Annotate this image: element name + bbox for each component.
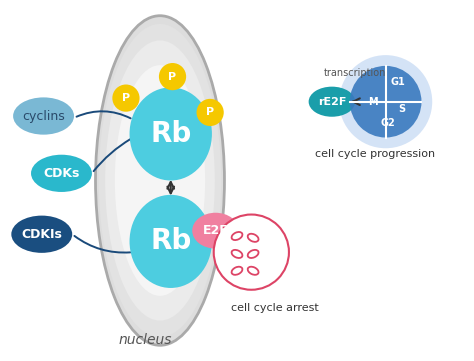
Ellipse shape (309, 87, 355, 117)
Text: cyclins: cyclins (22, 109, 65, 122)
Circle shape (339, 55, 432, 148)
Text: E2F: E2F (202, 224, 228, 237)
Ellipse shape (115, 65, 205, 296)
Ellipse shape (95, 16, 225, 345)
Text: G2: G2 (380, 118, 395, 128)
Ellipse shape (11, 216, 72, 253)
Text: transcription: transcription (324, 68, 386, 78)
Circle shape (112, 84, 139, 112)
Text: CDKs: CDKs (43, 167, 80, 180)
Text: M: M (368, 97, 378, 107)
Text: cell cycle arrest: cell cycle arrest (231, 303, 319, 313)
Ellipse shape (105, 40, 215, 321)
Circle shape (197, 99, 224, 126)
Circle shape (214, 214, 289, 290)
Text: nucleus: nucleus (119, 333, 173, 347)
Ellipse shape (192, 213, 239, 249)
Text: Rb: Rb (150, 227, 191, 255)
Text: cell cycle progression: cell cycle progression (315, 149, 435, 158)
Text: P: P (168, 71, 177, 82)
Circle shape (350, 66, 421, 138)
Ellipse shape (13, 97, 74, 135)
Text: rE2F: rE2F (318, 97, 346, 107)
Text: G1: G1 (391, 77, 406, 87)
Text: P: P (122, 93, 130, 103)
Text: S: S (398, 104, 405, 114)
Text: Rb: Rb (150, 120, 191, 148)
Ellipse shape (99, 24, 221, 337)
Ellipse shape (31, 155, 92, 192)
Ellipse shape (129, 195, 212, 288)
Text: P: P (206, 108, 214, 117)
Ellipse shape (129, 87, 212, 180)
Text: CDKIs: CDKIs (21, 228, 62, 241)
Circle shape (159, 63, 186, 90)
